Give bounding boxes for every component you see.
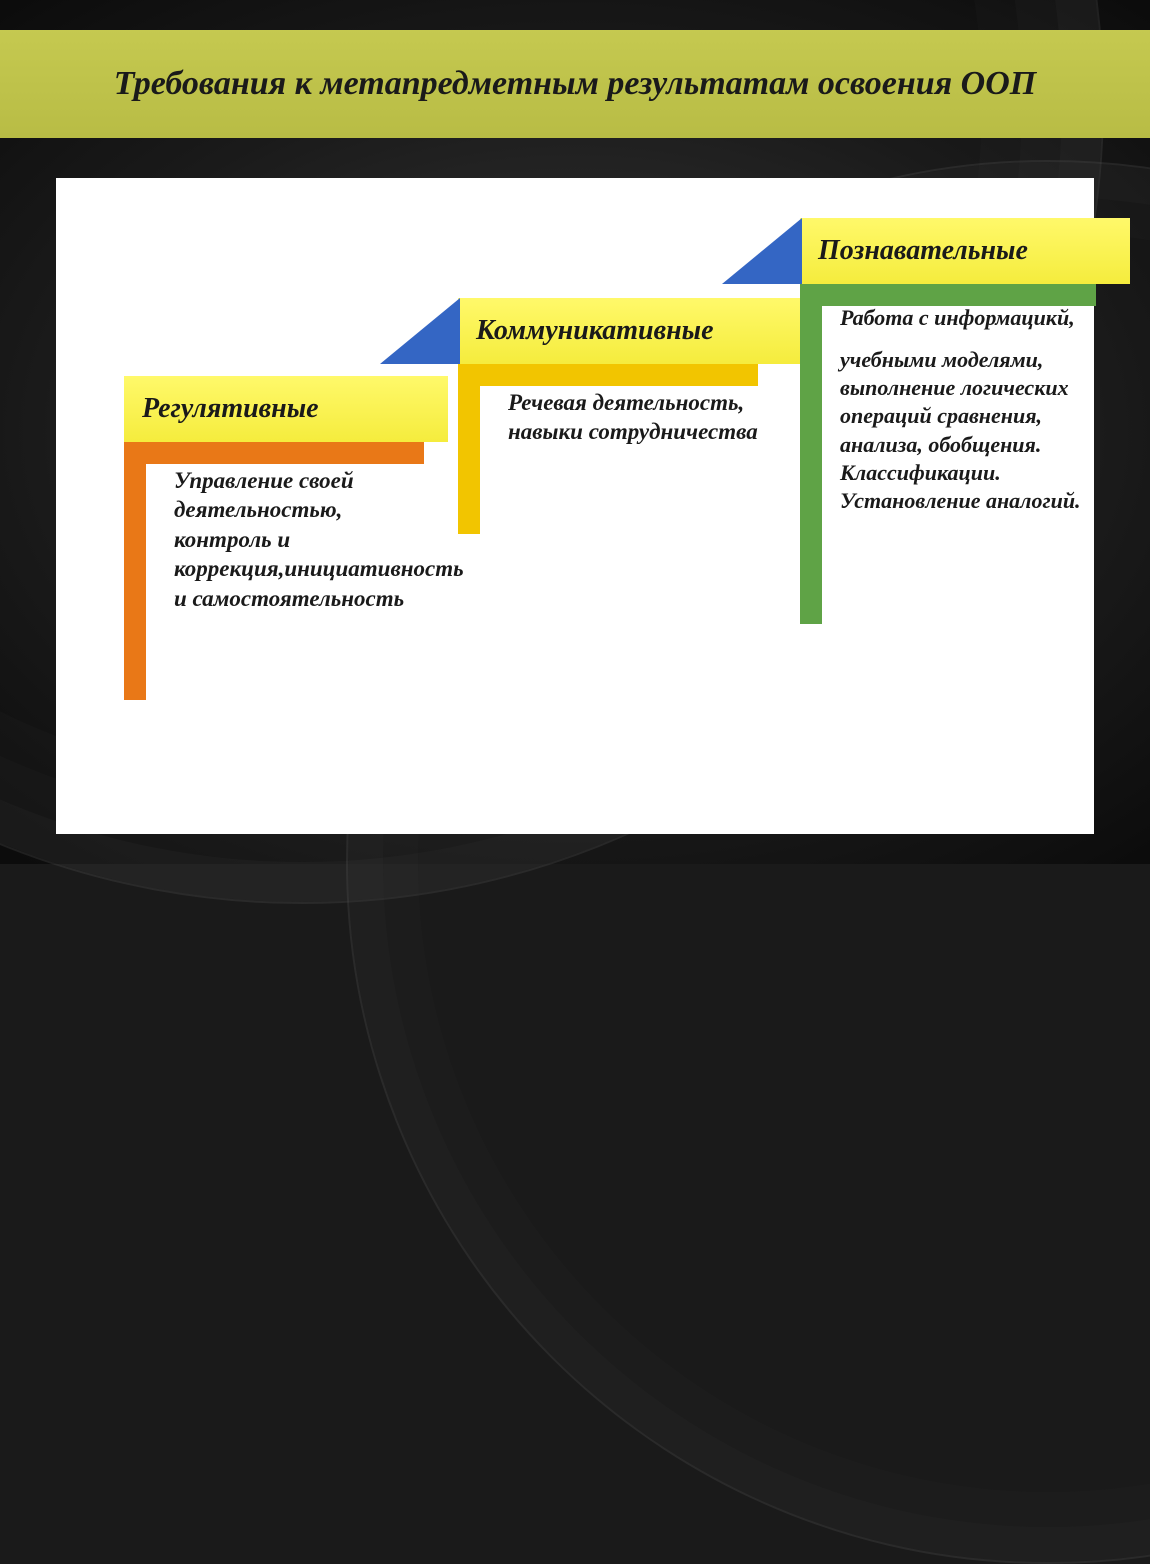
corner-accent-v: [800, 284, 822, 624]
corner-accent-h: [800, 284, 1096, 306]
step-label: Регулятивные: [142, 393, 319, 425]
step-communicative: Коммуникативные Речевая деятельность, на…: [458, 298, 804, 447]
step-label: Познавательные: [818, 235, 1028, 267]
step-body-communicative: Речевая деятельность, навыки сотрудничес…: [458, 364, 804, 447]
corner-accent-h: [124, 442, 424, 464]
step-triangle-icon: [722, 218, 802, 284]
slide-title: Требования к метапредметным результатам …: [114, 63, 1036, 106]
step-text-p1: Работа с информацикй,: [840, 304, 1120, 332]
corner-accent-v: [124, 442, 146, 700]
step-text: Управление своей деятельностью, контроль…: [174, 466, 438, 613]
step-cognitive: Познавательные Работа с информацикй, уче…: [800, 218, 1130, 515]
step-text-p2: учебными моделями, выполнение логических…: [840, 346, 1120, 515]
step-body-regulative: Управление своей деятельностью, контроль…: [124, 442, 448, 613]
corner-accent-v: [458, 364, 480, 534]
content-panel: Регулятивные Управление своей деятельнос…: [56, 178, 1094, 834]
step-header-regulative: Регулятивные: [124, 376, 448, 442]
step-text: Речевая деятельность, навыки сотрудничес…: [508, 388, 794, 447]
step-body-cognitive: Работа с информацикй, учебными моделями,…: [800, 284, 1130, 515]
step-header-cognitive: Познавательные: [800, 218, 1130, 284]
step-header-communicative: Коммуникативные: [458, 298, 804, 364]
corner-accent-h: [458, 364, 758, 386]
step-triangle-wrap: [722, 218, 802, 284]
step-label: Коммуникативные: [476, 315, 714, 347]
title-bar: Требования к метапредметным результатам …: [0, 30, 1150, 138]
step-regulative: Регулятивные Управление своей деятельнос…: [124, 376, 448, 613]
step-triangle-wrap: [380, 298, 460, 364]
step-triangle-icon: [380, 298, 460, 364]
